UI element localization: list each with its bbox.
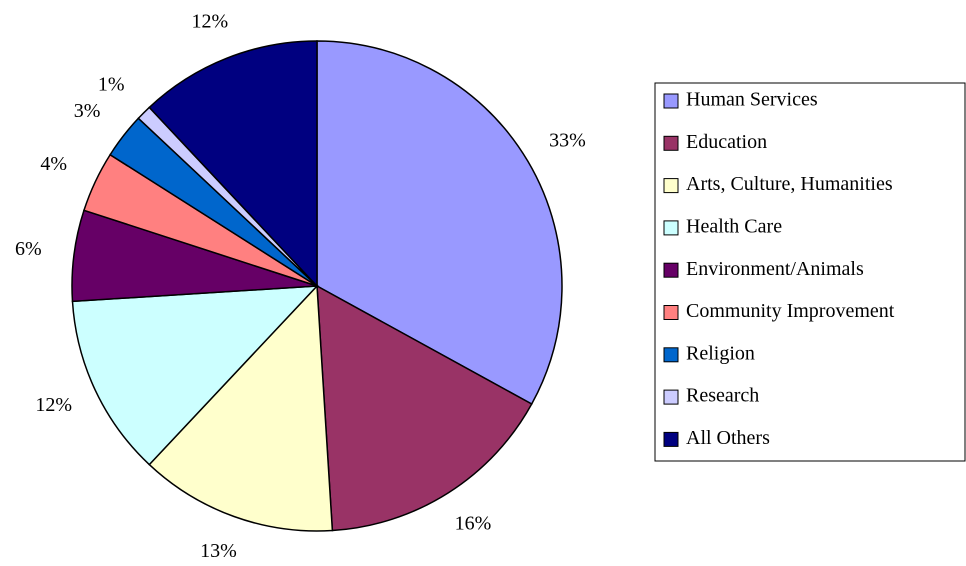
data-label: 12% xyxy=(192,10,229,32)
pie-slice xyxy=(71,285,319,466)
pie-slice xyxy=(316,40,563,406)
pie-slice xyxy=(316,284,533,532)
legend-label: Human Services xyxy=(686,89,818,111)
pie-slice xyxy=(148,284,334,532)
legend-label: Community Improvement xyxy=(686,300,895,322)
legend-swatch xyxy=(663,262,679,278)
data-label: 33% xyxy=(549,130,586,152)
legend-label: Environment/Animals xyxy=(686,258,864,280)
legend-swatch xyxy=(663,305,679,320)
data-label: 6% xyxy=(15,238,42,260)
legend-box xyxy=(654,82,966,462)
legend-label: Education xyxy=(686,131,767,153)
data-label: 16% xyxy=(455,513,492,535)
legend-swatch xyxy=(663,347,679,363)
legend-label: All Others xyxy=(686,427,770,449)
data-label: 13% xyxy=(200,540,237,562)
legend-swatch xyxy=(663,389,679,405)
legend-label: Religion xyxy=(686,342,755,364)
data-label: 4% xyxy=(40,153,67,175)
data-label: 1% xyxy=(98,73,125,95)
data-label: 12% xyxy=(35,394,72,416)
legend-swatch xyxy=(663,135,679,151)
legend-swatch xyxy=(663,178,679,194)
pie-slice xyxy=(148,40,318,288)
legend-swatch xyxy=(663,93,679,109)
legend-label: Research xyxy=(686,385,759,407)
legend-label: Arts, Culture, Humanities xyxy=(686,173,893,195)
legend-swatch xyxy=(663,431,679,447)
data-label: 3% xyxy=(74,100,101,122)
legend-swatch xyxy=(663,220,679,236)
legend-label: Health Care xyxy=(686,215,782,237)
